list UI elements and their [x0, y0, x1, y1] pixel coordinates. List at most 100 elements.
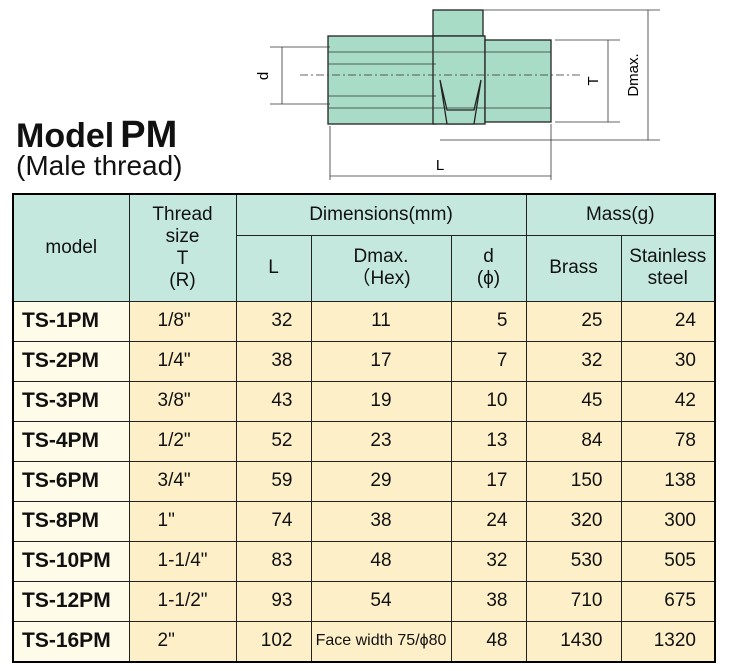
header-line: (R) [169, 269, 196, 291]
d: 5 [450, 300, 527, 342]
model: TS-4PM [12, 420, 130, 462]
thread-size: 1" [128, 500, 237, 542]
model: TS-8PM [12, 500, 130, 542]
spec-table: model Thread size T (R) Dimensions(mm) Mass… [12, 193, 716, 663]
mass-stainless: 30 [620, 340, 716, 382]
length: 93 [235, 580, 312, 622]
mass-brass: 32 [525, 340, 622, 382]
row: TS-4PM 1/2" 52 23 13 84 78 [12, 420, 716, 462]
length: 32 [235, 300, 312, 342]
header-line: Dmax. [353, 246, 409, 267]
thread-size: 1/8" [128, 300, 237, 342]
row: TS-12PM 1-1/2" 93 54 38 710 675 [12, 580, 716, 622]
row: TS-6PM 3/4" 59 29 17 150 138 [12, 460, 716, 502]
dmax: 54 [310, 580, 452, 622]
thread-size: 2" [128, 620, 237, 662]
label-dmax: Dmax. [625, 53, 642, 96]
d: 7 [450, 340, 527, 382]
thread-size: 1/4" [128, 340, 237, 382]
mass-brass: 84 [525, 420, 622, 462]
mass-brass: 25 [525, 300, 622, 342]
header-line: d [483, 246, 494, 267]
d: 48 [450, 620, 527, 662]
length: 102 [235, 620, 312, 662]
model: TS-2PM [12, 340, 130, 382]
header-stainless: Stainless steel [620, 234, 716, 302]
mass-brass: 1430 [525, 620, 622, 662]
label-l: L [436, 157, 444, 174]
header-line: Thread [152, 203, 213, 225]
header-line: （Hex) [351, 268, 411, 289]
model: TS-10PM [12, 540, 130, 582]
row: TS-16PM 2" 102 Face width 75/ϕ80 48 1430 1320 [12, 620, 716, 662]
header-line: T [176, 247, 189, 269]
mass-stainless: 42 [620, 380, 716, 422]
header-thread: Thread size T (R) [128, 193, 237, 302]
thread-size: 3/4" [128, 460, 237, 502]
dmax: 19 [310, 380, 452, 422]
mass-stainless: 1320 [620, 620, 716, 662]
header-dmax: Dmax. （Hex) [310, 234, 452, 302]
thread-size: 1/2" [128, 420, 237, 462]
model: TS-6PM [12, 460, 130, 502]
subtitle: (Male thread) [16, 150, 183, 181]
mass-stainless: 24 [620, 300, 716, 342]
header-d: d (ϕ) [450, 234, 527, 302]
header-mass: Mass(g) [525, 193, 716, 236]
model: TS-3PM [12, 380, 130, 422]
row: TS-8PM 1" 74 38 24 320 300 [12, 500, 716, 542]
dmax: 23 [310, 420, 452, 462]
dmax: 17 [310, 340, 452, 382]
length: 74 [235, 500, 312, 542]
mass-brass: 320 [525, 500, 622, 542]
dmax: Face width 75/ϕ80 [310, 620, 452, 662]
header-line: steel [647, 268, 688, 289]
length: 38 [235, 340, 312, 382]
label-t: T [585, 76, 602, 85]
d: 17 [450, 460, 527, 502]
dmax: 38 [310, 500, 452, 542]
header-model: model [12, 193, 130, 302]
length: 59 [235, 460, 312, 502]
label-d: d [255, 72, 272, 80]
title-model: PM [120, 114, 178, 156]
mass-stainless: 300 [620, 500, 716, 542]
d: 32 [450, 540, 527, 582]
fitting-diagram: d T Dmax. L [255, 9, 660, 180]
mass-stainless: 505 [620, 540, 716, 582]
hex-nut [439, 79, 482, 125]
thread-size: 3/8" [128, 380, 237, 422]
row: TS-1PM 1/8" 32 11 5 25 24 [12, 300, 716, 342]
mass-stainless: 675 [620, 580, 716, 622]
row: TS-3PM 3/8" 43 19 10 45 42 [12, 380, 716, 422]
row: TS-2PM 1/4" 38 17 7 32 30 [12, 340, 716, 382]
header-line: (ϕ) [476, 268, 501, 289]
title: Model PM [16, 114, 177, 157]
length: 83 [235, 540, 312, 582]
length: 52 [235, 420, 312, 462]
thread-size: 1-1/2" [128, 580, 237, 622]
header-line: size [165, 225, 200, 247]
dmax: 29 [310, 460, 452, 502]
mass-stainless: 78 [620, 420, 716, 462]
top-bump [432, 9, 484, 37]
body-hex [327, 35, 437, 125]
model: TS-1PM [12, 300, 130, 342]
header-dimensions: Dimensions(mm) [235, 193, 527, 236]
header-l: L [235, 234, 312, 302]
d: 10 [450, 380, 527, 422]
d: 38 [450, 580, 527, 622]
length: 43 [235, 380, 312, 422]
mass-brass: 45 [525, 380, 622, 422]
thread-size: 1-1/4" [128, 540, 237, 582]
d: 24 [450, 500, 527, 542]
header-brass: Brass [525, 234, 622, 302]
dmax: 48 [310, 540, 452, 582]
dmax: 11 [310, 300, 452, 342]
mass-brass: 710 [525, 580, 622, 622]
title-prefix: Model [16, 117, 115, 155]
model: TS-16PM [12, 620, 130, 662]
mass-brass: 530 [525, 540, 622, 582]
model: TS-12PM [12, 580, 130, 622]
